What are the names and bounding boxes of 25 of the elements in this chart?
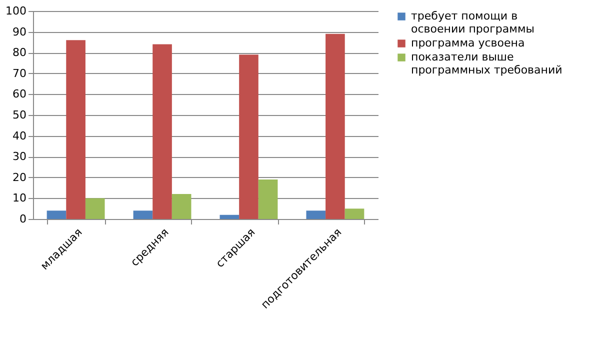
legend-label: программа усвоена bbox=[411, 36, 525, 50]
bar bbox=[326, 34, 345, 219]
bar bbox=[46, 210, 66, 219]
y-tick-label: 30 bbox=[12, 150, 26, 164]
y-tick-label: 20 bbox=[12, 170, 26, 184]
y-tick-label: 60 bbox=[12, 88, 26, 101]
bar bbox=[344, 208, 364, 219]
y-tick-label: 40 bbox=[12, 129, 26, 142]
y-tick-label: 0 bbox=[20, 212, 26, 226]
y-tick-label: 80 bbox=[12, 46, 26, 60]
y-tick-label: 90 bbox=[12, 25, 26, 38]
y-tick-label: 100 bbox=[6, 4, 26, 18]
bar bbox=[152, 44, 172, 219]
legend-label: показатели выше программных требований bbox=[411, 50, 562, 76]
bar bbox=[133, 210, 153, 219]
bar bbox=[172, 194, 192, 219]
y-tick-label: 50 bbox=[12, 108, 26, 122]
bar bbox=[258, 179, 278, 219]
bar bbox=[306, 210, 326, 219]
bar bbox=[220, 214, 240, 219]
bar bbox=[85, 198, 105, 219]
bar bbox=[239, 54, 258, 219]
bar bbox=[66, 40, 86, 219]
y-tick-label: 70 bbox=[12, 66, 26, 80]
y-tick-label: 10 bbox=[12, 192, 26, 205]
